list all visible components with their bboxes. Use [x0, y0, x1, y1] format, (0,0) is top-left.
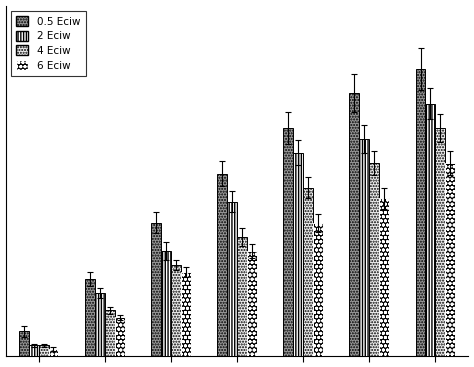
Bar — [181, 272, 191, 356]
Bar — [293, 153, 303, 356]
Bar — [85, 279, 95, 356]
Bar — [19, 331, 29, 356]
Bar — [38, 345, 48, 356]
Bar — [161, 251, 171, 356]
Bar — [29, 345, 38, 356]
Bar — [303, 188, 313, 356]
Bar — [227, 202, 237, 356]
Bar — [416, 69, 426, 356]
Bar — [436, 128, 445, 356]
Bar — [349, 93, 359, 356]
Bar — [237, 237, 247, 356]
Legend: 0.5 Eciw, 2 Eciw, 4 Eciw, 6 Eciw: 0.5 Eciw, 2 Eciw, 4 Eciw, 6 Eciw — [11, 11, 85, 76]
Bar — [283, 128, 293, 356]
Bar — [115, 317, 125, 356]
Bar — [426, 103, 436, 356]
Bar — [95, 293, 105, 356]
Bar — [217, 174, 227, 356]
Bar — [247, 251, 257, 356]
Bar — [105, 310, 115, 356]
Bar — [445, 163, 455, 356]
Bar — [171, 265, 181, 356]
Bar — [151, 223, 161, 356]
Bar — [359, 139, 369, 356]
Bar — [379, 198, 389, 356]
Bar — [369, 163, 379, 356]
Bar — [313, 223, 323, 356]
Bar — [48, 349, 58, 356]
